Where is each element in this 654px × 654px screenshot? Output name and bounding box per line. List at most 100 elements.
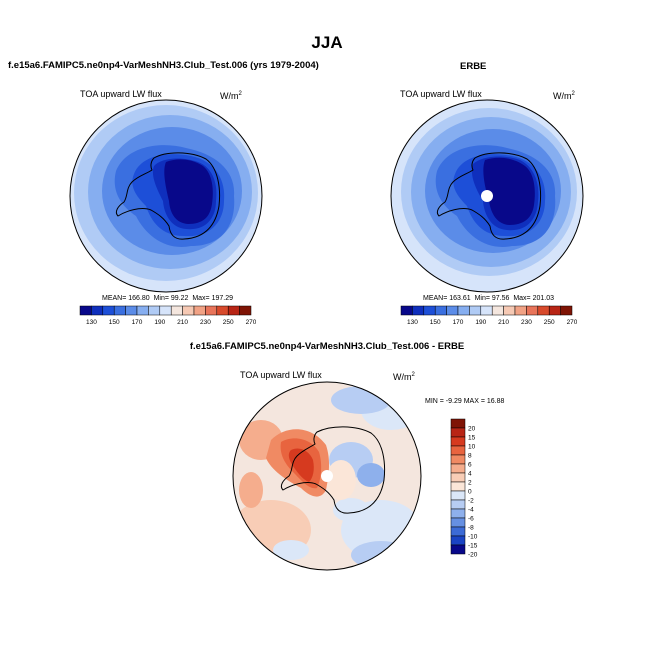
panel-1-colorbar-tick-label: 130 bbox=[86, 319, 97, 326]
panel-3-colorbar-swatch bbox=[450, 508, 466, 519]
panel-2-colorbar-swatch bbox=[412, 305, 425, 316]
panel-2-colorbar-swatch bbox=[526, 305, 539, 316]
panel-1-mean-label: MEAN= bbox=[102, 295, 127, 302]
panel-3-colorbar-tick-label: -8 bbox=[468, 525, 474, 532]
panel-2-colorbar-swatch bbox=[446, 305, 459, 316]
panel-3-field-label: TOA upward LW flux bbox=[240, 370, 322, 380]
panel-2-colorbar-swatch bbox=[423, 305, 436, 316]
panel-3-colorbar-swatch bbox=[450, 472, 466, 483]
panel-3-colorbar-swatch bbox=[450, 481, 466, 492]
panel-2-stats: MEAN= 163.61 Min= 97.56 Max= 201.03 bbox=[423, 295, 554, 302]
panel-2-field-label: TOA upward LW flux bbox=[400, 89, 482, 99]
panel-3-units-base: W/m bbox=[393, 372, 412, 382]
panel-1-colorbar-tick-label: 210 bbox=[177, 319, 188, 326]
panel-2-colorbar-swatch bbox=[457, 305, 470, 316]
panel-1-antarctica-outline bbox=[115, 152, 221, 240]
panel-3-colorbar-swatch bbox=[450, 454, 466, 465]
panel-2-colorbar-tick-label: 150 bbox=[430, 319, 441, 326]
panel-3-title: f.e15a6.FAMIPC5.ne0np4-VarMeshNH3.Club_T… bbox=[189, 341, 465, 352]
panel-3-colorbar-tick-label: 2 bbox=[468, 480, 472, 487]
panel-2-mean: 163.61 bbox=[449, 295, 471, 302]
panel-1-colorbar-swatch bbox=[113, 305, 126, 316]
panel-2-colorbar-tick-label: 210 bbox=[498, 319, 509, 326]
panel-3-colorbar-tick-label: -15 bbox=[468, 543, 478, 550]
panel-1-colorbar-swatch bbox=[170, 305, 183, 316]
panel-1-colorbar-tick-label: 270 bbox=[246, 319, 256, 326]
panel-3-colorbar-tick-label: -10 bbox=[468, 534, 478, 541]
panel-1-colorbar-swatch bbox=[148, 305, 161, 316]
panel-1-colorbar: 130 150 170 190 210 230 250 270 bbox=[79, 305, 256, 326]
panel-2-min-label: Min= bbox=[474, 295, 490, 302]
panel-2-max-label: Max= bbox=[513, 295, 531, 302]
panel-2-colorbar-swatch bbox=[480, 305, 493, 316]
panel-2-polar-map bbox=[390, 99, 584, 293]
panel-2-colorbar-tick-label: 190 bbox=[475, 319, 486, 326]
panel-2-colorbar-swatch bbox=[537, 305, 550, 316]
panel-3-colorbar-swatch bbox=[450, 445, 466, 456]
panel-3-colorbar-swatch bbox=[450, 526, 466, 537]
panel-2-min: 97.56 bbox=[491, 295, 510, 302]
panel-3-colorbar-tick-label: 10 bbox=[468, 444, 476, 451]
panel-3-colorbar-tick-label: -20 bbox=[468, 552, 478, 559]
panel-2-colorbar: 130 150 170 190 210 230 250 270 bbox=[400, 305, 577, 326]
panel-2-max: 201.03 bbox=[532, 295, 555, 302]
panel-1-colorbar-swatch bbox=[79, 305, 92, 316]
panel-3-colorbar-swatch bbox=[450, 544, 466, 555]
panel-1-colorbar-swatch bbox=[136, 305, 149, 316]
panel-2-colorbar-swatch bbox=[548, 305, 561, 316]
panel-3-colorbar-swatch bbox=[450, 463, 466, 474]
panel-1-colorbar-swatch bbox=[193, 305, 206, 316]
panel-1-colorbar-swatch bbox=[239, 305, 252, 316]
panel-1-min: 99.22 bbox=[170, 295, 189, 302]
panel-3-colorbar-tick-label: 6 bbox=[468, 462, 472, 469]
panel-2-mean-label: MEAN= bbox=[423, 295, 448, 302]
panel-1-min-label: Min= bbox=[153, 295, 169, 302]
panel-3-colorbar-swatch bbox=[450, 436, 466, 447]
panel-2-units: W/m2 bbox=[553, 91, 575, 101]
panel-3-colorbar-tick-label: 20 bbox=[468, 426, 476, 433]
panel-2-colorbar-swatch bbox=[491, 305, 504, 316]
panel-1-max: 197.29 bbox=[211, 295, 234, 302]
panel-1-colorbar-swatch bbox=[205, 305, 218, 316]
panel-2-title: ERBE bbox=[460, 61, 487, 72]
panel-2-colorbar-tick-label: 230 bbox=[521, 319, 532, 326]
panel-3-colorbar-tick-label: 4 bbox=[468, 471, 472, 478]
panel-2-colorbar-swatch bbox=[503, 305, 516, 316]
panel-2-colorbar-tick-label: 250 bbox=[544, 319, 555, 326]
panel-2-units-base: W/m bbox=[553, 91, 572, 101]
panel-1-field-label: TOA upward LW flux bbox=[80, 89, 162, 99]
panel-3-colorbar-tick-label: -4 bbox=[468, 507, 474, 514]
panel-3-units-exp: 2 bbox=[411, 372, 415, 378]
panel-3-colorbar-tick-label: 15 bbox=[468, 435, 476, 442]
panel-1-colorbar-tick-label: 230 bbox=[200, 319, 211, 326]
panel-2-colorbar-swatch bbox=[560, 305, 573, 316]
panel-3-colorbar-swatch bbox=[450, 490, 466, 501]
panel-1-colorbar-swatch bbox=[102, 305, 115, 316]
panel-1-colorbar-tick-label: 190 bbox=[154, 319, 165, 326]
panel-1-colorbar-tick-label: 250 bbox=[223, 319, 234, 326]
panel-3-colorbar-swatch bbox=[450, 418, 466, 429]
panel-3-units: W/m2 bbox=[393, 372, 415, 382]
panel-2-colorbar-tick-label: 270 bbox=[567, 319, 577, 326]
panel-3-colorbar-tick-label: 8 bbox=[468, 453, 472, 460]
panel-2-colorbar-tick-label: 170 bbox=[453, 319, 464, 326]
panel-1-polar-map bbox=[69, 99, 263, 293]
panel-2-colorbar-swatch bbox=[469, 305, 482, 316]
panel-1-stats: MEAN= 166.80 Min= 99.22 Max= 197.29 bbox=[102, 295, 233, 302]
panel-3-antarctica-outline bbox=[280, 426, 386, 514]
panel-1-title: f.e15a6.FAMIPC5.ne0np4-VarMeshNH3.Club_T… bbox=[8, 60, 319, 71]
panel-2-colorbar-tick-label: 130 bbox=[407, 319, 418, 326]
panel-3-colorbar-swatch bbox=[450, 499, 466, 510]
panel-3-colorbar-swatch bbox=[450, 427, 466, 438]
panel-3-colorbar-swatch bbox=[450, 535, 466, 546]
panel-1-colorbar-tick-label: 150 bbox=[109, 319, 120, 326]
panel-2-colorbar-swatch bbox=[400, 305, 413, 316]
panel-1-units-exp: 2 bbox=[238, 91, 242, 97]
panel-3-polar-map bbox=[232, 381, 422, 571]
panel-1-colorbar-swatch bbox=[159, 305, 172, 316]
panel-1-colorbar-swatch bbox=[227, 305, 240, 316]
panel-1-colorbar-swatch bbox=[216, 305, 229, 316]
panel-3-colorbar-tick-label: 0 bbox=[468, 489, 472, 496]
panel-1-colorbar-swatch bbox=[91, 305, 104, 316]
